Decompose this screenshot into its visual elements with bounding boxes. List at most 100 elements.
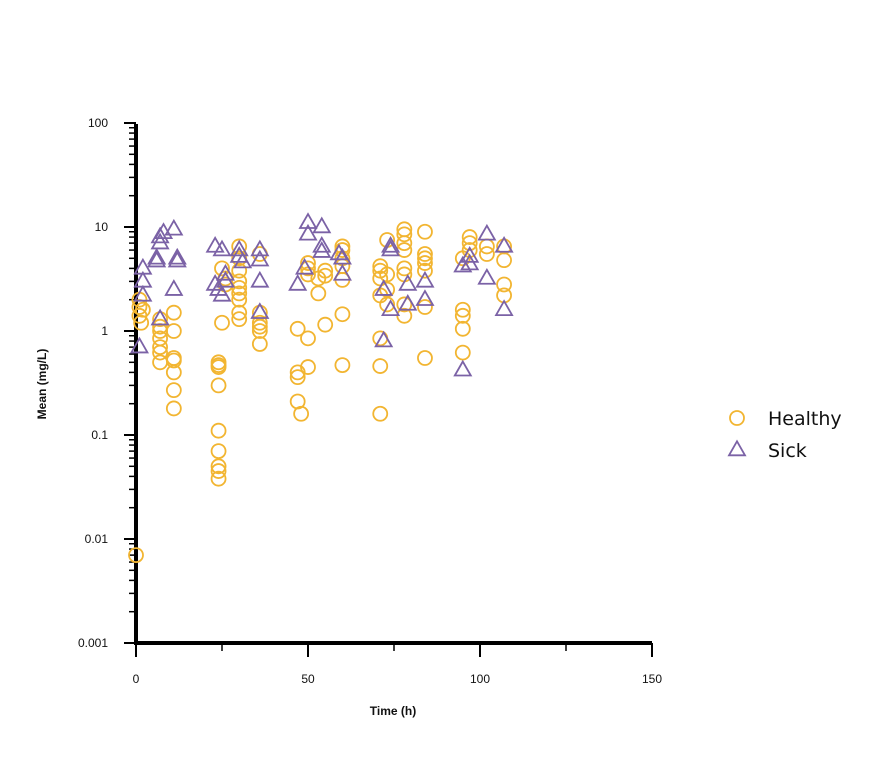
healthy-point [300, 330, 316, 347]
healthy-point [372, 358, 389, 374]
y-tick-label: 10 [95, 220, 109, 234]
healthy-point [231, 291, 248, 308]
healthy-point [454, 344, 471, 361]
sick-point [332, 263, 352, 281]
series-healthy [128, 221, 512, 564]
healthy-point [210, 422, 227, 439]
healthy-point [317, 316, 334, 333]
healthy-point [379, 266, 396, 283]
healthy-point [231, 285, 248, 302]
healthy-point [317, 267, 334, 284]
healthy-point [317, 262, 334, 279]
healthy-point [334, 357, 351, 374]
healthy-point [372, 405, 389, 422]
sick-point [250, 239, 270, 257]
healthy-point [289, 369, 306, 386]
sick-point [233, 251, 253, 269]
healthy-point [214, 314, 230, 331]
healthy-point [478, 246, 495, 262]
healthy-point [165, 400, 182, 417]
healthy-point [496, 252, 512, 269]
healthy-point [210, 470, 227, 487]
sick-point [164, 279, 184, 296]
healthy-point [231, 238, 248, 255]
healthy-point [165, 323, 182, 339]
sick-point [381, 299, 401, 316]
sick-point [150, 232, 170, 250]
sick-point [167, 247, 187, 265]
sick-point [460, 253, 480, 271]
healthy-point [210, 458, 227, 475]
sick-point [250, 270, 270, 288]
sick-point [415, 270, 435, 288]
x-axis-ticks [135, 643, 653, 657]
healthy-point [231, 311, 248, 328]
healthy-point [165, 352, 182, 369]
y-tick-label: 0.01 [85, 532, 109, 546]
healthy-point [454, 301, 471, 318]
healthy-point [289, 320, 306, 337]
healthy-point [334, 306, 351, 323]
healthy-point [231, 273, 248, 290]
healthy-point [165, 304, 182, 321]
y-tick-label: 0.001 [78, 636, 108, 650]
healthy-point [231, 279, 248, 296]
sick-point [415, 289, 435, 306]
healthy-point [417, 350, 433, 366]
healthy-point [210, 463, 227, 479]
sick-point [312, 216, 332, 234]
healthy-point [165, 382, 182, 399]
healthy-point [396, 260, 413, 277]
series-sick [129, 212, 514, 377]
healthy-point [396, 296, 413, 313]
sick-point [164, 218, 184, 236]
sick-point [494, 235, 514, 253]
sick-point [212, 284, 232, 302]
sick-point [250, 302, 270, 319]
healthy-point [300, 255, 316, 271]
legend-sick-marker [727, 439, 747, 457]
sick-point [129, 336, 149, 354]
x-tick-label: 0 [133, 672, 140, 686]
sick-point [215, 270, 235, 288]
sick-point [298, 212, 318, 229]
healthy-point [251, 314, 268, 331]
healthy-point [379, 296, 396, 313]
sick-point [477, 223, 497, 241]
healthy-point [417, 246, 433, 262]
sick-point [494, 299, 514, 316]
sick-point [381, 235, 401, 253]
x-tick-label: 50 [301, 672, 315, 686]
healthy-point [214, 260, 230, 277]
x-tick-label: 100 [470, 672, 490, 686]
healthy-point [454, 320, 471, 337]
sick-point [374, 330, 394, 348]
y-axis-title: Mean (mg/L) [35, 349, 49, 420]
legend-healthy-marker [729, 410, 745, 426]
sick-point [167, 250, 187, 268]
sick-point [332, 247, 352, 265]
sick-point [215, 263, 235, 281]
healthy-point [251, 336, 268, 352]
sick-point [312, 241, 332, 258]
healthy-point [251, 318, 268, 335]
sick-point [460, 246, 480, 263]
sick-point [212, 239, 232, 257]
healthy-point [310, 285, 327, 302]
healthy-point [417, 250, 433, 267]
sick-point [250, 249, 270, 267]
sick-point [147, 250, 167, 268]
healthy-point [231, 304, 248, 321]
healthy-point [454, 307, 471, 324]
sick-point [381, 239, 401, 257]
sick-point [398, 293, 418, 311]
sick-point [398, 274, 418, 291]
sick-point [312, 235, 332, 253]
y-tick-label: 100 [88, 116, 108, 130]
sick-point [477, 267, 497, 285]
healthy-point [300, 359, 316, 375]
healthy-point [251, 323, 268, 339]
x-tick-label: 150 [642, 672, 662, 686]
healthy-point [152, 344, 168, 361]
